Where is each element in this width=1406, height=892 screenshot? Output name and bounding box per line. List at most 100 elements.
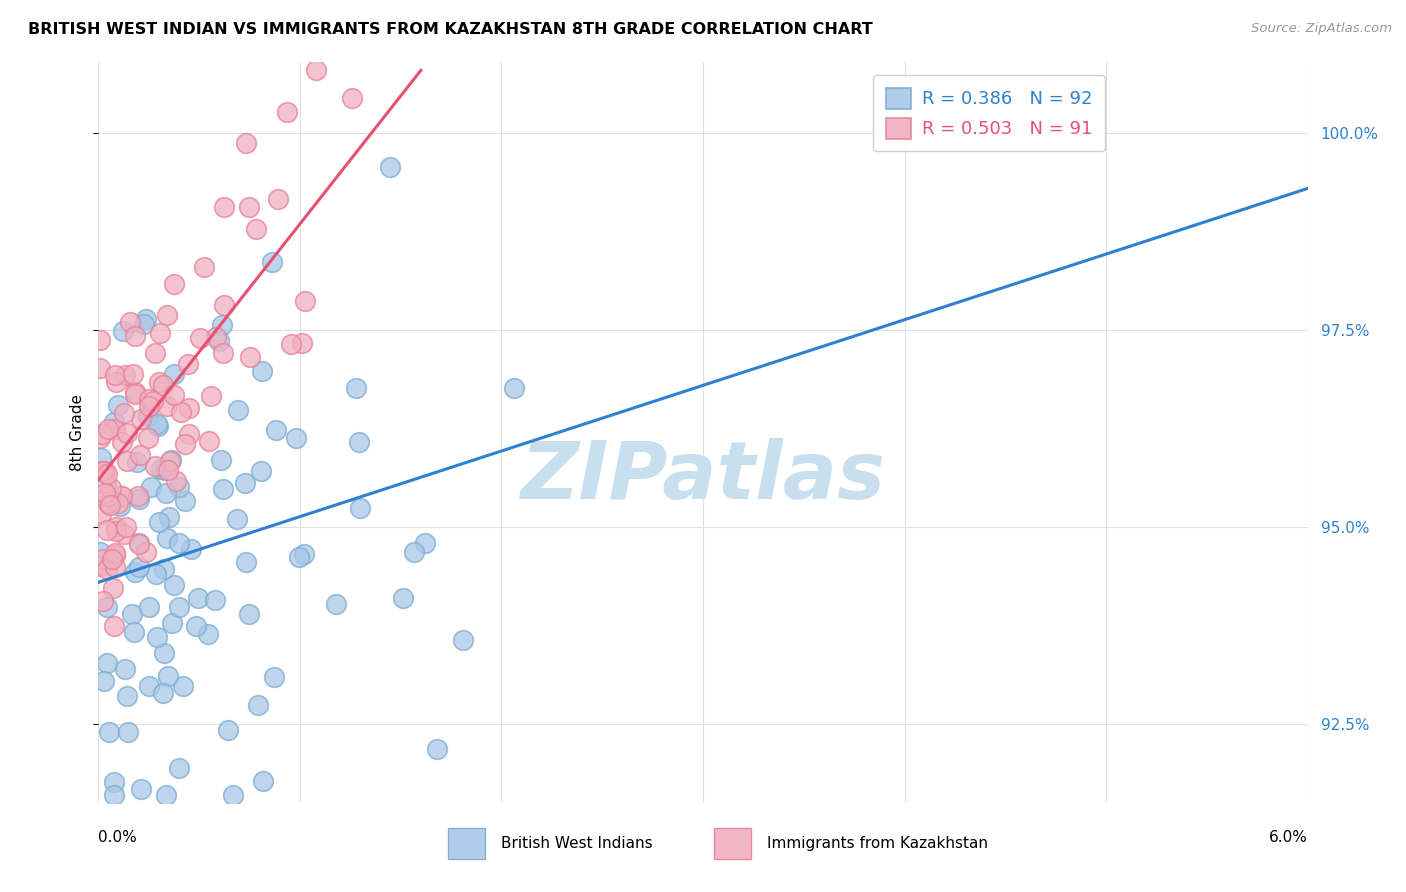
- Point: [94, 486, 117, 500]
- Point: [138, 392, 160, 406]
- Point: [104, 368, 127, 383]
- Point: [112, 406, 135, 420]
- Point: [94, 477, 117, 491]
- Point: [96, 599, 118, 614]
- Point: [124, 329, 146, 343]
- Point: [122, 367, 145, 381]
- Point: [117, 425, 139, 440]
- Point: [138, 599, 160, 614]
- Point: [188, 331, 211, 345]
- Point: [97, 495, 120, 509]
- Point: [89, 545, 111, 559]
- Point: [93, 674, 115, 689]
- Point: [107, 398, 129, 412]
- Point: [136, 431, 159, 445]
- Point: [146, 419, 169, 434]
- Text: Source: ZipAtlas.com: Source: ZipAtlas.com: [1251, 22, 1392, 36]
- Point: [163, 367, 186, 381]
- Point: [344, 380, 367, 394]
- Point: [138, 679, 160, 693]
- Point: [104, 422, 127, 436]
- Text: 0.0%: 0.0%: [98, 830, 138, 846]
- Point: [103, 619, 125, 633]
- Point: [97, 422, 120, 436]
- Point: [152, 378, 174, 392]
- Point: [131, 412, 153, 426]
- Point: [212, 345, 235, 359]
- Point: [96, 467, 118, 481]
- Point: [157, 463, 180, 477]
- Point: [96, 657, 118, 671]
- Point: [91, 593, 114, 607]
- Point: [143, 345, 166, 359]
- Point: [205, 330, 228, 344]
- Point: [135, 545, 157, 559]
- Legend: R = 0.386   N = 92, R = 0.503   N = 91: R = 0.386 N = 92, R = 0.503 N = 91: [873, 75, 1105, 151]
- Point: [212, 298, 235, 312]
- Point: [139, 480, 162, 494]
- Point: [128, 536, 150, 550]
- Point: [288, 549, 311, 564]
- Point: [105, 524, 128, 538]
- Point: [155, 486, 177, 500]
- Text: 6.0%: 6.0%: [1268, 830, 1308, 846]
- Point: [160, 616, 183, 631]
- Point: [103, 774, 125, 789]
- Point: [404, 545, 426, 559]
- Point: [276, 105, 298, 120]
- Point: [208, 334, 231, 348]
- Point: [93, 464, 115, 478]
- Point: [107, 495, 129, 509]
- Point: [170, 405, 193, 419]
- Point: [349, 500, 371, 515]
- Point: [186, 618, 208, 632]
- Point: [134, 318, 156, 332]
- Point: [104, 549, 127, 563]
- Point: [163, 578, 186, 592]
- Point: [246, 698, 269, 713]
- Point: [97, 724, 120, 739]
- Point: [392, 591, 415, 606]
- Point: [138, 399, 160, 413]
- Point: [305, 63, 328, 78]
- Point: [90, 451, 112, 466]
- Point: [267, 193, 290, 207]
- Point: [260, 255, 283, 269]
- Point: [198, 434, 221, 448]
- Point: [193, 260, 215, 274]
- Point: [124, 384, 146, 399]
- Point: [235, 555, 257, 569]
- Point: [209, 452, 232, 467]
- Point: [156, 531, 179, 545]
- Point: [225, 512, 247, 526]
- Point: [177, 357, 200, 371]
- Point: [118, 315, 141, 329]
- Point: [142, 394, 165, 409]
- Point: [263, 670, 285, 684]
- Point: [114, 662, 136, 676]
- Point: [91, 426, 114, 441]
- Point: [104, 376, 127, 390]
- Point: [101, 552, 124, 566]
- Point: [294, 293, 316, 308]
- Point: [122, 624, 145, 639]
- Point: [502, 381, 524, 395]
- Point: [108, 499, 131, 513]
- Point: [136, 409, 159, 424]
- Point: [155, 463, 177, 477]
- Point: [98, 498, 121, 512]
- Point: [145, 417, 167, 432]
- Point: [222, 788, 245, 802]
- Point: [155, 788, 177, 802]
- Point: [264, 423, 287, 437]
- Point: [378, 160, 401, 174]
- Point: [156, 400, 179, 414]
- Point: [172, 679, 194, 693]
- Point: [165, 474, 187, 488]
- Point: [187, 591, 209, 606]
- Point: [89, 334, 111, 348]
- Point: [167, 761, 190, 775]
- Point: [145, 630, 167, 644]
- Point: [285, 431, 308, 445]
- Point: [90, 508, 112, 522]
